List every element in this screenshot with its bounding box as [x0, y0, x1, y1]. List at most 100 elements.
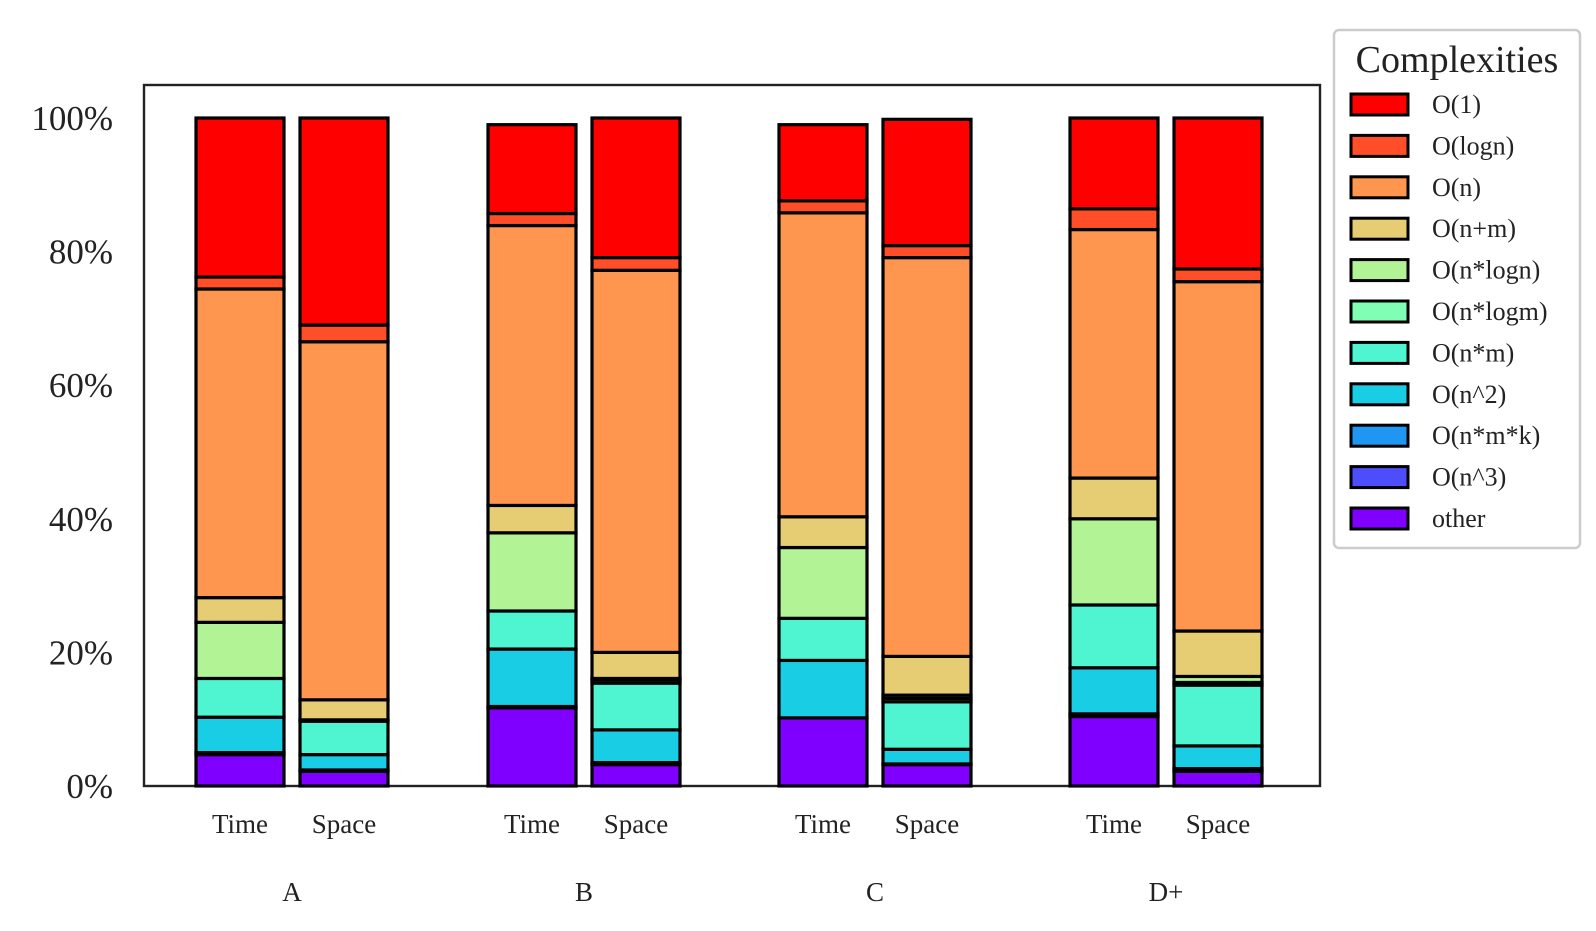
bar-segment-b-space-o-n-2 [590, 728, 682, 765]
bar-label-b-time: Time [504, 809, 560, 839]
bar-segment-d-time-o-n-logn [1068, 517, 1160, 607]
bar-label-a-space: Space [312, 809, 376, 839]
legend-swatch-o-n-m [1349, 216, 1410, 241]
bar-segment-d-space-o-n [1172, 280, 1264, 633]
bar-segment-c-time-o-n [777, 211, 869, 519]
bar-label-c-space: Space [895, 809, 959, 839]
bar-segment-a-time-o-n-m [194, 596, 286, 624]
bar-segment-d-space-o-1 [1172, 116, 1264, 271]
bar-segment-a-time-o-n [194, 287, 286, 600]
legend-label-o-n-logm: O(n*logm) [1432, 297, 1548, 326]
bar-segment-d-space-o-logn [1172, 267, 1264, 284]
bar-segment-b-time-o-n-2 [486, 647, 578, 709]
legend-label-o-n-m: O(n*m) [1432, 338, 1514, 367]
bar-segment-d-time-o-n-m [1068, 603, 1160, 670]
bar-segment-b-space-o-n-m [590, 650, 682, 681]
legend-swatch-o-n-m-k [1349, 423, 1410, 448]
bar-segment-c-space-o-n-m [881, 654, 973, 697]
legend-swatch-o-n-2 [1349, 382, 1410, 407]
bar-segment-d-time-o-n-m [1068, 476, 1160, 521]
bar-segment-b-space-o-1 [590, 116, 682, 260]
y-tick-label-1: 20% [49, 633, 113, 672]
bar-segment-d-space-o-n-2 [1172, 744, 1264, 771]
legend-swatch-o-n-3 [1349, 465, 1410, 490]
bar-segment-d-time-o-1 [1068, 116, 1160, 211]
bar-segment-a-space-o-n [298, 340, 390, 702]
legend-swatch-o-n-logn [1349, 258, 1410, 283]
legend-swatch-other [1349, 506, 1410, 531]
bar-segment-c-space-o-n-2 [881, 747, 973, 766]
bar-segment-c-time-o-n-m [777, 515, 869, 550]
bar-segment-a-time-o-logn [194, 275, 286, 291]
bar-segment-d-time-o-n [1068, 227, 1160, 480]
bar-segment-b-time-o-n-m [486, 609, 578, 651]
y-tick-label-2: 40% [49, 500, 113, 539]
bar-segment-d-space-o-n-m [1172, 683, 1264, 748]
bar-segment-d-space-other [1172, 769, 1264, 788]
bar-segment-b-time-o-1 [486, 123, 578, 216]
legend-label-o-n-3: O(n^3) [1432, 463, 1506, 492]
bar-segment-c-space-o-n [881, 256, 973, 659]
y-axis-ticks: 0% 20% 40% 60% 80% 100% [31, 99, 113, 806]
bar-segment-c-space-o-1 [881, 117, 973, 248]
group-label-d: D+ [1149, 877, 1184, 907]
legend-swatch-o-n-logm [1349, 299, 1410, 324]
bar-segment-b-time-o-logn [486, 211, 578, 228]
y-tick-label-3: 60% [49, 366, 113, 405]
legend-label-o-n-2: O(n^2) [1432, 380, 1506, 409]
bar-segment-a-time-other [194, 753, 286, 788]
legend-label-other: other [1432, 504, 1486, 533]
legend-label-o-n: O(n) [1432, 173, 1481, 202]
legend: Complexities O(1) O(logn) O(n) O(n+m) O(n*lo… [1332, 28, 1582, 550]
y-tick-label-5: 100% [31, 99, 113, 138]
legend-swatch-o-1 [1349, 92, 1410, 117]
bar-label-b-space: Space [604, 809, 668, 839]
bar-segment-b-space-o-n [590, 268, 682, 654]
legend-swatch-o-n [1349, 175, 1410, 200]
bar-segment-c-time-o-1 [777, 123, 869, 203]
bar-segment-a-time-o-n-2 [194, 715, 286, 755]
y-tick-label-0: 0% [66, 767, 113, 806]
bar-segment-b-time-other [486, 706, 578, 788]
bar-segment-d-space-o-n-m [1172, 629, 1264, 679]
bar-segment-a-time-o-n-logn [194, 620, 286, 681]
bar-segment-c-time-other [777, 716, 869, 788]
bar-segment-b-time-o-n [486, 223, 578, 508]
legend-label-o-logn: O(logn) [1432, 131, 1514, 160]
legend-label-o-n-logn: O(n*logn) [1432, 256, 1540, 285]
group-label-b: B [575, 877, 593, 907]
bar-segment-a-time-o-n-m [194, 676, 286, 719]
bar-segment-b-space-o-n-m [590, 681, 682, 732]
legend-frame [1332, 28, 1582, 550]
group-label-a: A [282, 877, 302, 907]
bar-segment-d-time-other [1068, 714, 1160, 788]
bar-label-c-time: Time [795, 809, 851, 839]
legend-label-o-n-m: O(n+m) [1432, 214, 1516, 243]
bar-segment-a-space-o-1 [298, 116, 390, 327]
bar-segment-a-time-o-1 [194, 116, 286, 279]
bar-segment-d-time-o-n-2 [1068, 666, 1160, 716]
bar-stacks [194, 116, 1264, 788]
legend-swatch-o-n-m [1349, 340, 1410, 365]
bar-label-a-time: Time [212, 809, 268, 839]
y-tick-label-4: 80% [49, 233, 113, 272]
bar-segment-a-space-o-logn [298, 323, 390, 344]
x-axis-labels: Time Space A Time Space B Time Space C Time Space D… [212, 809, 1250, 907]
bar-label-d-time: Time [1086, 809, 1142, 839]
group-label-c: C [866, 877, 884, 907]
bar-segment-a-space-other [298, 769, 390, 788]
bar-segment-c-space-other [881, 763, 973, 788]
bar-segment-d-time-o-logn [1068, 207, 1160, 232]
bar-segment-c-time-o-n-m [777, 616, 869, 663]
bar-segment-b-space-other [590, 763, 682, 788]
bar-segment-b-time-o-n-m [486, 503, 578, 535]
bar-segment-c-space-o-n-m [881, 700, 973, 751]
bar-segment-b-space-o-logn [590, 256, 682, 272]
bar-segment-a-space-o-n-2 [298, 753, 390, 772]
legend-swatch-o-logn [1349, 133, 1410, 158]
bar-segment-c-time-o-logn [777, 199, 869, 215]
legend-label-o-1: O(1) [1432, 90, 1481, 119]
bar-segment-c-time-o-n-logn [777, 545, 869, 620]
bar-segment-a-space-o-n-m [298, 698, 390, 722]
